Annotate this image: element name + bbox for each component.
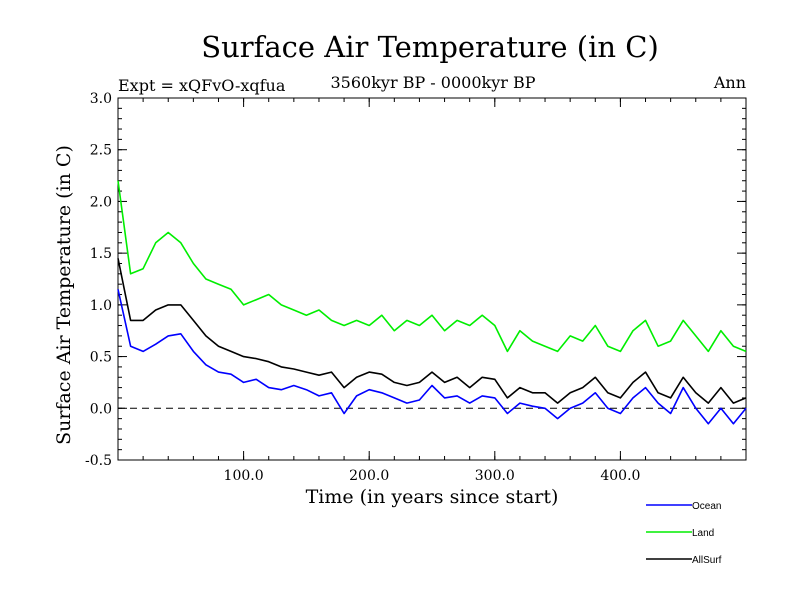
y-tick-label: 1.5 xyxy=(90,246,112,262)
series-line-allsurf xyxy=(117,258,747,404)
season-label: Ann xyxy=(713,73,746,92)
y-tick-label: 3.0 xyxy=(90,91,112,107)
chart-subtitle: 3560kyr BP - 0000kyr BP xyxy=(331,73,536,92)
experiment-label: Expt = xQFvO-xqfua xyxy=(118,76,286,95)
y-tick-label: 0.5 xyxy=(90,350,112,366)
legend-label-ocean: Ocean xyxy=(692,501,721,512)
y-axis-label: Surface Air Temperature (in C) xyxy=(53,145,75,445)
x-tick-label: 400.0 xyxy=(600,468,640,484)
axis-ticks: -0.5 0.0 0.5 1.0 1.5 2.0 2.5 3.0 100.0 200.0 300.0… xyxy=(85,91,746,484)
legend-label-land: Land xyxy=(692,528,714,539)
y-tick-label: -0.5 xyxy=(85,453,112,469)
x-tick-label: 100.0 xyxy=(224,468,264,484)
y-tick-label: 1.0 xyxy=(90,298,112,314)
series-lines xyxy=(117,180,747,425)
x-tick-label: 200.0 xyxy=(349,468,389,484)
y-tick-label: 0.0 xyxy=(90,401,112,417)
plot-frame xyxy=(117,97,747,461)
y-tick-label: 2.5 xyxy=(90,143,112,159)
legend: Ocean Land AllSurf xyxy=(646,501,722,566)
series-line-ocean xyxy=(117,289,747,425)
x-tick-label: 300.0 xyxy=(475,468,515,484)
y-tick-label: 2.0 xyxy=(90,194,112,210)
x-axis-label: Time (in years since start) xyxy=(306,486,559,508)
chart-title: Surface Air Temperature (in C) xyxy=(201,30,659,64)
legend-label-allsurf: AllSurf xyxy=(692,555,722,566)
series-line-land xyxy=(117,180,747,353)
